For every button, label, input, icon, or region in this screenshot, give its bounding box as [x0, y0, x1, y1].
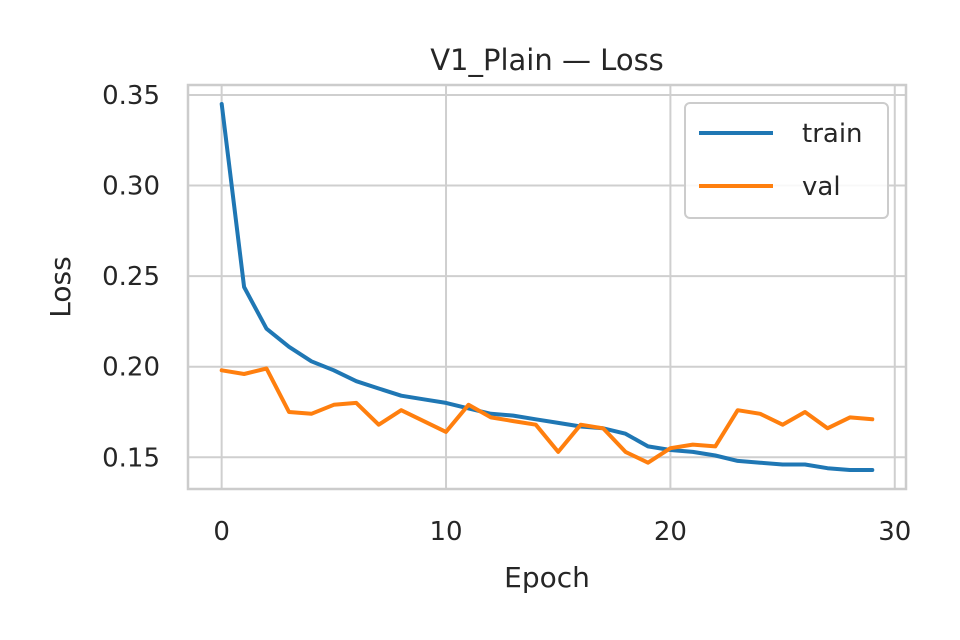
series-line-val — [219, 366, 875, 465]
x-tick-label: 0 — [213, 517, 230, 547]
x-tick-label: 20 — [654, 517, 687, 547]
legend: train val — [684, 102, 889, 219]
x-tick-label: 10 — [429, 517, 462, 547]
grid — [188, 85, 906, 489]
series-layer — [219, 102, 875, 472]
y-tick-label: 0.15 — [102, 443, 160, 473]
x-tick-label: 30 — [878, 517, 911, 547]
legend-label-val: val — [802, 172, 841, 202]
x-axis-label: Epoch — [504, 561, 590, 594]
legend-label-train: train — [802, 119, 863, 149]
plot-frame — [186, 83, 908, 491]
y-tick-label: 0.20 — [102, 353, 160, 383]
y-tick-label: 0.30 — [102, 172, 160, 202]
y-tick-label: 0.35 — [102, 81, 160, 111]
chart-title: V1_Plain — Loss — [430, 43, 664, 77]
x-tick-labels: 0 10 20 30 — [213, 517, 911, 547]
y-axis-label: Loss — [44, 256, 77, 317]
y-tick-label: 0.25 — [102, 262, 160, 292]
series-line-train — [219, 102, 875, 472]
y-tick-labels: 0.15 0.20 0.25 0.30 0.35 — [102, 81, 160, 473]
